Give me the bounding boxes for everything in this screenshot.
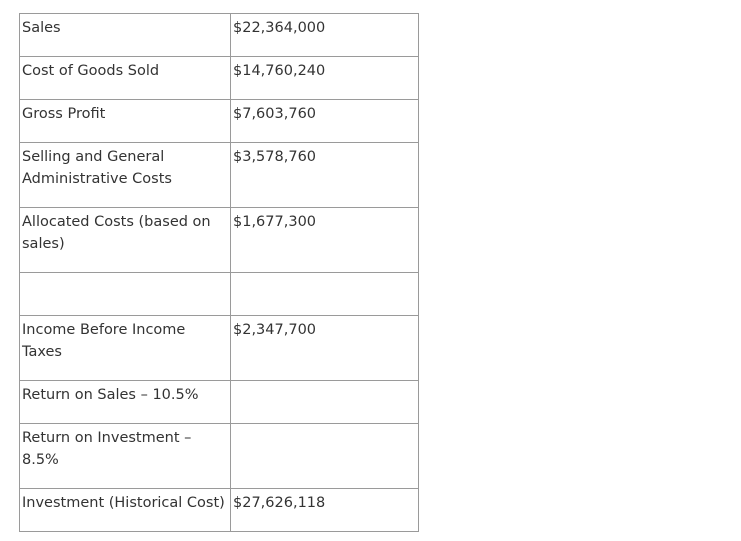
row-label-sales: Sales — [19, 13, 231, 57]
row-value-sales: $22,364,000 — [230, 13, 419, 57]
row-value-allocated-costs: $1,677,300 — [230, 207, 419, 273]
row-label-investment-historical-cost: Investment (Historical Cost) — [19, 488, 231, 532]
financial-summary-table: Sales $22,364,000 Cost of Goods Sold $14… — [19, 13, 419, 532]
table-row: Return on Sales – 10.5% — [19, 380, 419, 424]
row-value-empty — [230, 272, 419, 316]
row-value-sga-costs: $3,578,760 — [230, 142, 419, 208]
row-label-gross-profit: Gross Profit — [19, 99, 231, 143]
row-value-return-on-investment — [230, 423, 419, 489]
row-label-return-on-sales: Return on Sales – 10.5% — [19, 380, 231, 424]
table-row: Income Before Income Taxes $2,347,700 — [19, 315, 419, 381]
table-row: Investment (Historical Cost) $27,626,118 — [19, 488, 419, 532]
table-row: Cost of Goods Sold $14,760,240 — [19, 56, 419, 100]
row-label-return-on-investment: Return on Investment – 8.5% — [19, 423, 231, 489]
table-row: Allocated Costs (based on sales) $1,677,… — [19, 207, 419, 273]
row-label-allocated-costs: Allocated Costs (based on sales) — [19, 207, 231, 273]
row-value-cost-of-goods-sold: $14,760,240 — [230, 56, 419, 100]
table-row: Sales $22,364,000 — [19, 13, 419, 57]
table-row: Selling and General Administrative Costs… — [19, 142, 419, 208]
table-row: Return on Investment – 8.5% — [19, 423, 419, 489]
row-label-income-before-taxes: Income Before Income Taxes — [19, 315, 231, 381]
row-label-empty — [19, 272, 231, 316]
row-label-cost-of-goods-sold: Cost of Goods Sold — [19, 56, 231, 100]
table-row-empty — [19, 272, 419, 316]
table-row: Gross Profit $7,603,760 — [19, 99, 419, 143]
row-value-investment-historical-cost: $27,626,118 — [230, 488, 419, 532]
row-value-return-on-sales — [230, 380, 419, 424]
row-value-income-before-taxes: $2,347,700 — [230, 315, 419, 381]
row-label-sga-costs: Selling and General Administrative Costs — [19, 142, 231, 208]
row-value-gross-profit: $7,603,760 — [230, 99, 419, 143]
